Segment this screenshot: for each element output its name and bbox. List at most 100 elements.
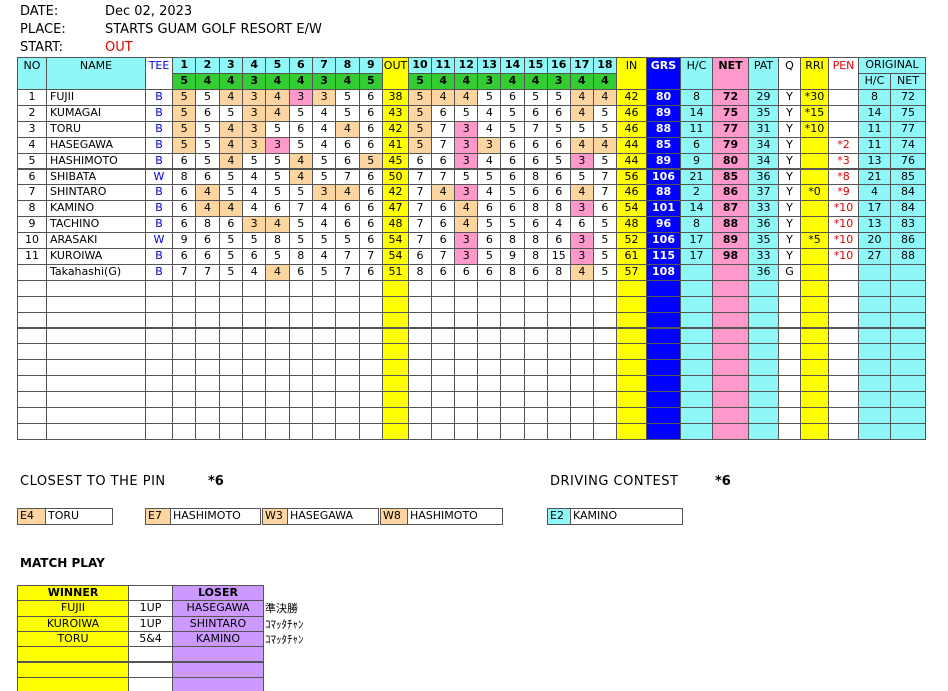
score: 4	[592, 89, 617, 106]
pen	[828, 104, 859, 122]
orig-hc: 20	[858, 232, 891, 249]
score: 6	[500, 168, 525, 186]
score	[592, 343, 617, 361]
score: 6	[431, 152, 456, 170]
score	[195, 375, 220, 393]
winner-name: KAMINO	[570, 508, 683, 525]
section-count: *6	[715, 474, 731, 489]
score	[218, 422, 243, 440]
tee	[145, 422, 173, 440]
pat: 29	[748, 89, 779, 106]
no	[17, 295, 47, 313]
hole-number: 12	[454, 57, 479, 74]
q	[778, 422, 801, 440]
score: 8	[195, 216, 220, 234]
score: 5	[265, 152, 290, 170]
tee: B	[145, 120, 173, 138]
score: 4	[592, 136, 617, 154]
place: STARTS GUAM GOLF RESORT E/W	[105, 22, 322, 37]
tee: W	[145, 168, 173, 186]
pen	[828, 407, 859, 424]
score: 3	[569, 152, 594, 170]
net	[712, 407, 749, 424]
score: 6	[431, 232, 456, 249]
score	[477, 407, 502, 424]
score	[218, 327, 243, 345]
name: SHIBATA	[46, 168, 146, 186]
score	[195, 407, 220, 424]
hc	[680, 263, 713, 281]
no: 7	[17, 184, 47, 202]
q	[778, 311, 801, 329]
orig-hc: 21	[858, 168, 891, 186]
tee	[145, 391, 173, 408]
hole-number: 7	[311, 57, 337, 74]
score	[500, 295, 525, 313]
net: 89	[712, 232, 749, 249]
orig-hc: 11	[858, 136, 891, 154]
hole-label: E2	[547, 508, 571, 525]
orig-net	[890, 359, 926, 377]
in: 61	[616, 248, 647, 265]
score	[454, 311, 479, 329]
result: 5&4	[128, 630, 173, 648]
score: 7	[592, 168, 617, 186]
hole-number: 18	[592, 57, 617, 74]
score: 3	[569, 232, 594, 249]
no: 10	[17, 232, 47, 249]
pen: *2	[828, 136, 859, 154]
in	[616, 407, 647, 424]
score	[569, 343, 594, 361]
hole-number: 2	[195, 57, 220, 74]
pen	[828, 120, 859, 138]
score: 4	[311, 104, 337, 122]
orig-net	[890, 311, 926, 329]
score	[265, 279, 290, 297]
orig-hc	[858, 422, 891, 440]
rri	[800, 391, 829, 408]
score	[335, 327, 360, 345]
hole-number: 4	[241, 57, 267, 74]
grs	[646, 422, 681, 440]
result	[128, 661, 173, 678]
score: 6	[592, 200, 617, 218]
score	[477, 311, 502, 329]
score	[569, 407, 594, 424]
score: 6	[569, 216, 594, 234]
out	[382, 311, 409, 329]
q	[778, 407, 801, 424]
score: 6	[195, 232, 220, 249]
net	[712, 295, 749, 313]
score: 6	[477, 200, 502, 218]
grs	[646, 327, 681, 345]
score	[408, 311, 433, 329]
orig-net: 83	[890, 216, 926, 234]
pen	[828, 279, 859, 297]
no: 11	[17, 248, 47, 265]
score	[241, 359, 267, 377]
score	[265, 295, 290, 313]
score	[454, 327, 479, 345]
orig-net: 88	[890, 248, 926, 265]
score: 5	[218, 263, 243, 281]
tee: B	[145, 136, 173, 154]
score	[546, 375, 571, 393]
section-title: CLOSEST TO THE PIN	[20, 474, 166, 489]
score: 4	[569, 136, 594, 154]
in	[616, 375, 647, 393]
score	[335, 311, 360, 329]
score	[195, 327, 220, 345]
score	[288, 311, 313, 329]
score: 6	[358, 89, 383, 106]
score: 3	[569, 200, 594, 218]
score	[265, 391, 290, 408]
score: 7	[431, 248, 456, 265]
score: 5	[172, 89, 197, 106]
score: 6	[172, 152, 197, 170]
in: 46	[616, 184, 647, 202]
orig-net	[890, 279, 926, 297]
pat: 31	[748, 120, 779, 138]
score: 4	[477, 184, 502, 202]
score	[358, 343, 383, 361]
score	[477, 327, 502, 345]
